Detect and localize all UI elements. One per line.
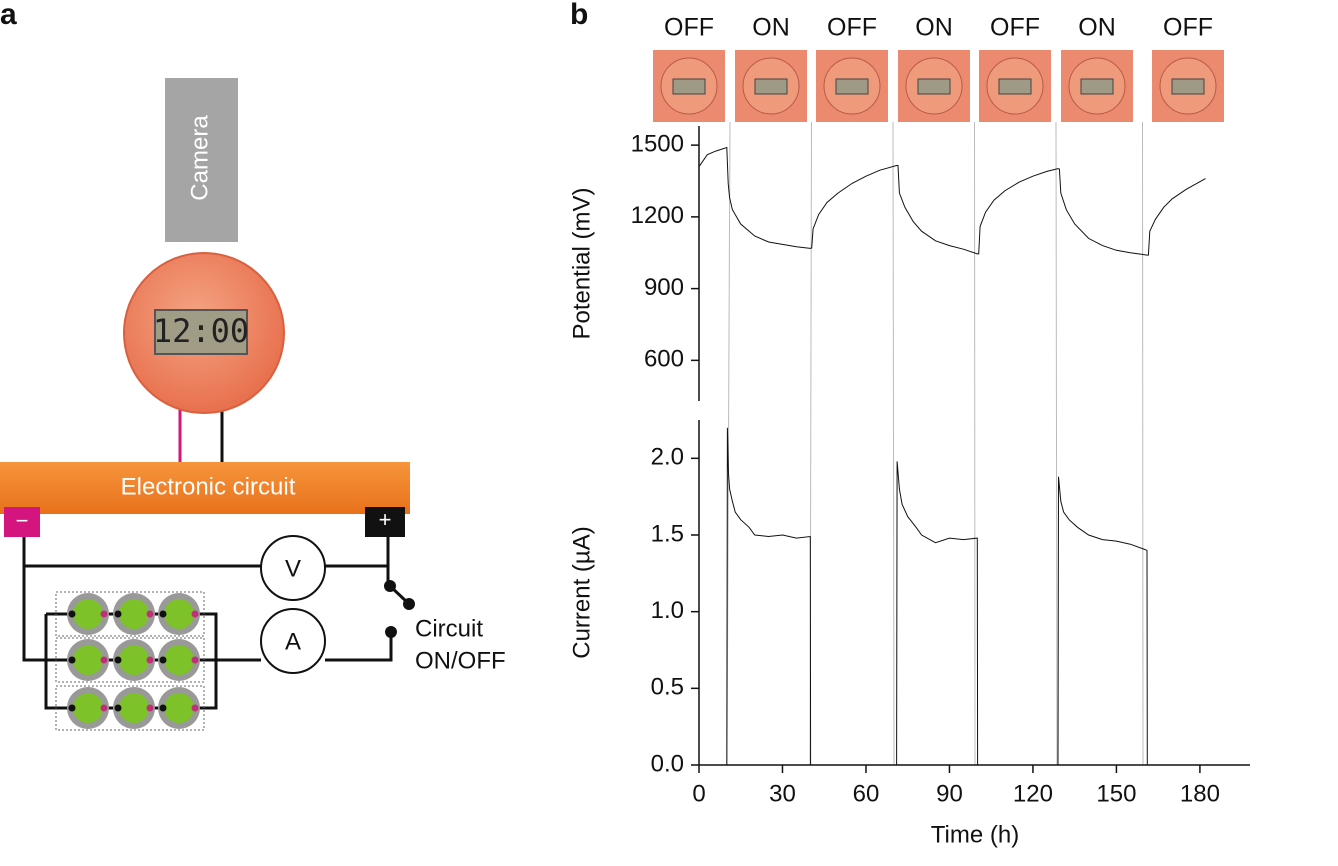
circuit-label: Electronic circuit xyxy=(121,473,296,500)
voltmeter-label: V xyxy=(285,555,301,582)
circuit-board xyxy=(0,462,410,514)
switch-dot xyxy=(384,580,396,592)
x-tick-label: 30 xyxy=(769,780,796,807)
y-tick-label: 1200 xyxy=(631,202,684,229)
cell-core xyxy=(73,645,103,675)
panel-b: b xyxy=(570,0,588,31)
cell-core xyxy=(119,645,149,675)
data-line xyxy=(698,146,1206,256)
photo-lcd xyxy=(917,78,951,95)
cell-core xyxy=(73,693,103,723)
cell-core xyxy=(119,599,149,629)
photo-lcd xyxy=(998,78,1032,95)
phase-label: ON xyxy=(752,14,790,42)
cell-core xyxy=(73,599,103,629)
phase-divider xyxy=(1055,121,1058,766)
cell-pole xyxy=(159,656,167,664)
phase-label: OFF xyxy=(1163,14,1213,42)
x-tick-label: 60 xyxy=(853,780,880,807)
photo-lcd xyxy=(754,78,788,95)
cell-pole xyxy=(100,656,108,664)
cell-pole xyxy=(191,704,199,712)
y-tick-label: 0.0 xyxy=(651,750,684,777)
cell-core xyxy=(119,693,149,723)
cell-pole xyxy=(68,704,76,712)
camera xyxy=(165,78,238,242)
cell-pole xyxy=(159,704,167,712)
y-tick-label: 0.5 xyxy=(651,674,684,701)
photo-lcd xyxy=(672,78,706,95)
minus-label: − xyxy=(16,508,29,533)
y-tick-label: 600 xyxy=(644,346,684,373)
cell-pole xyxy=(191,656,199,664)
ammeter-label: A xyxy=(285,628,301,655)
switch-dot xyxy=(385,626,397,638)
lcd xyxy=(154,309,248,355)
cell-pole xyxy=(191,610,199,618)
cell-pole xyxy=(114,610,122,618)
cell-pole xyxy=(68,656,76,664)
cell-pole xyxy=(114,656,122,664)
y-tick-label: 1.5 xyxy=(651,520,684,547)
cell-pole xyxy=(114,704,122,712)
x-tick-label: 150 xyxy=(1096,780,1136,807)
wire xyxy=(22,537,390,585)
x-tick-label: 120 xyxy=(1013,780,1053,807)
y-tick-label: 2.0 xyxy=(651,444,684,471)
switch-label: ON/OFF xyxy=(415,647,506,674)
ammeter xyxy=(260,608,326,674)
cell-pole xyxy=(146,656,154,664)
photo-lcd xyxy=(1080,78,1114,95)
cell-core xyxy=(164,645,194,675)
panel-a: a Camera 12:00 Electronic circuit − + V … xyxy=(0,0,506,731)
panel-label: b xyxy=(570,0,588,31)
cell-group xyxy=(55,685,205,731)
phase-label: OFF xyxy=(827,14,877,42)
phase-label: OFF xyxy=(664,14,714,42)
cell-core xyxy=(164,599,194,629)
battery-array xyxy=(55,591,205,731)
data-line xyxy=(699,427,1206,766)
panel-label: a xyxy=(0,0,17,31)
plus-label: + xyxy=(379,507,392,532)
phase-divider xyxy=(1142,121,1144,766)
y-tick-label: 1500 xyxy=(631,130,684,157)
y-axis-label: Current (µA) xyxy=(568,526,595,659)
terminal-minus xyxy=(4,507,40,537)
phase-divider xyxy=(974,121,976,766)
cell-pole xyxy=(146,704,154,712)
phase-divider xyxy=(726,121,731,766)
x-axis-label: Time (h) xyxy=(931,821,1019,848)
cell-group xyxy=(55,591,205,637)
cell-pole xyxy=(146,610,154,618)
camera-label: Camera xyxy=(186,115,213,201)
cell-group xyxy=(55,637,205,683)
photo-lcd xyxy=(835,78,869,95)
switch-dot xyxy=(403,598,415,610)
x-tick-label: 90 xyxy=(936,780,963,807)
voltmeter xyxy=(260,535,326,601)
cell-pole xyxy=(159,610,167,618)
cell-core xyxy=(164,693,194,723)
y-tick-label: 900 xyxy=(644,274,684,301)
phase-label: OFF xyxy=(990,14,1040,42)
y-axis-label: Potential (mV) xyxy=(568,187,595,339)
phase-divider xyxy=(892,121,895,766)
cell-pole xyxy=(100,610,108,618)
photo-lcd xyxy=(1171,78,1205,95)
x-tick-label: 180 xyxy=(1180,780,1220,807)
phase-label: ON xyxy=(1078,14,1116,42)
phase-label: ON xyxy=(915,14,953,42)
cell-pole xyxy=(100,704,108,712)
clock-text: 12:00 xyxy=(153,312,249,350)
y-tick-label: 1.0 xyxy=(651,597,684,624)
terminal-plus xyxy=(365,507,405,537)
switch-label: Circuit xyxy=(415,615,483,642)
cell-pole xyxy=(68,610,76,618)
x-tick-label: 0 xyxy=(692,780,705,807)
